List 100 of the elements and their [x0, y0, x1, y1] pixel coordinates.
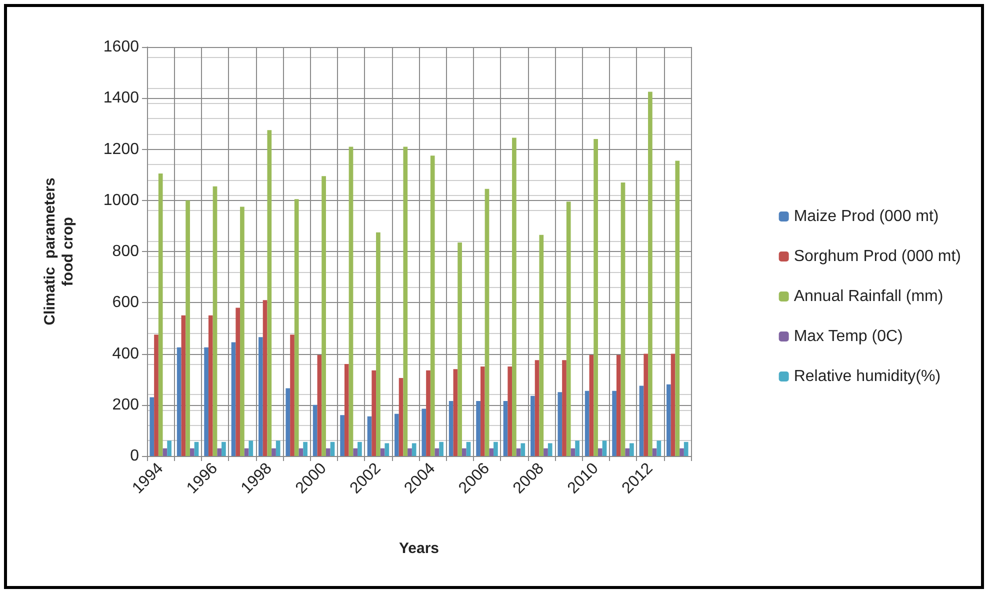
bar	[562, 360, 566, 456]
bar	[666, 384, 671, 456]
bar	[612, 390, 616, 456]
bar	[625, 448, 630, 456]
bar	[680, 448, 684, 456]
y-axis-title: Climatic parameters food crop	[42, 178, 76, 326]
bar	[380, 448, 385, 456]
bar	[516, 448, 521, 456]
y-tick-label: 1400	[103, 90, 140, 107]
bar	[589, 355, 594, 456]
bar	[598, 448, 602, 456]
bar	[684, 442, 688, 456]
bar	[675, 160, 680, 456]
bar	[222, 442, 226, 456]
bar	[181, 315, 186, 456]
bar	[248, 440, 254, 456]
bar	[570, 448, 576, 456]
bar	[466, 442, 471, 456]
bar	[458, 242, 462, 456]
bar	[480, 366, 485, 456]
y-tick-label: 1600	[103, 38, 140, 56]
bar	[217, 448, 222, 456]
bar	[326, 448, 330, 456]
bar	[158, 174, 163, 456]
bar	[620, 182, 626, 456]
bar	[322, 176, 326, 456]
legend-label: Relative humidity(%)	[794, 368, 941, 385]
bar	[344, 364, 349, 456]
bar	[194, 442, 199, 456]
bar	[630, 443, 634, 456]
bar	[566, 202, 571, 456]
bar	[648, 92, 652, 456]
y-tick-label: 0	[130, 448, 140, 464]
bar	[186, 200, 190, 456]
bar	[422, 408, 426, 456]
bar	[272, 448, 276, 456]
bar	[312, 404, 318, 456]
bar	[303, 442, 308, 456]
bar	[212, 186, 218, 456]
x-axis-title: Years	[398, 540, 440, 557]
bar	[484, 188, 490, 456]
bar	[575, 440, 580, 456]
bar	[240, 206, 244, 456]
bar	[434, 448, 440, 456]
bar	[204, 347, 208, 456]
bar	[376, 232, 380, 456]
bar	[330, 442, 335, 456]
bar	[167, 440, 172, 456]
y-tick-label: 800	[112, 243, 140, 260]
bar	[644, 354, 648, 456]
bar	[262, 300, 268, 456]
bar	[652, 448, 657, 456]
y-tick-label: 1200	[103, 140, 140, 158]
bar	[231, 342, 236, 456]
bar	[412, 443, 416, 456]
bar	[544, 448, 548, 456]
y-tick-label: 1000	[103, 192, 140, 209]
bar	[403, 146, 408, 456]
bar	[520, 443, 526, 456]
bar	[394, 414, 399, 456]
bar	[162, 448, 168, 456]
bar	[276, 440, 280, 456]
bar	[594, 139, 598, 456]
legend-label: Maize Prod (000 mt)	[794, 208, 939, 225]
bar	[286, 388, 290, 456]
bar	[462, 448, 466, 456]
bar	[208, 315, 213, 456]
bar	[656, 440, 662, 456]
y-tick-label: 600	[112, 294, 140, 312]
bar	[340, 415, 344, 456]
bar	[358, 442, 362, 456]
bar	[439, 442, 444, 456]
bar	[244, 448, 249, 456]
bar	[348, 146, 354, 456]
bar	[353, 448, 358, 456]
bar	[670, 354, 676, 456]
bar	[290, 334, 294, 456]
bar	[367, 416, 372, 456]
legend-label: Max Temp (0C)	[794, 328, 903, 345]
bar	[639, 386, 644, 456]
bar	[267, 130, 272, 456]
bar	[150, 397, 154, 456]
bar	[430, 156, 435, 456]
bar	[494, 442, 498, 456]
y-tick-label: 400	[112, 345, 140, 362]
bar	[558, 392, 562, 456]
bar	[294, 199, 299, 456]
bar	[426, 370, 430, 456]
y-tick-label: 200	[112, 396, 140, 414]
legend-label: Sorghum Prod (000 mt)	[794, 248, 962, 265]
bar	[534, 360, 540, 456]
bar	[476, 401, 480, 456]
bar	[584, 390, 590, 456]
bar	[453, 369, 458, 456]
bar	[398, 378, 404, 456]
bar	[489, 448, 494, 456]
legend-label: Annual Rainfall (mm)	[794, 288, 944, 305]
bar	[508, 366, 512, 456]
bar	[548, 443, 552, 456]
bar	[616, 355, 621, 456]
